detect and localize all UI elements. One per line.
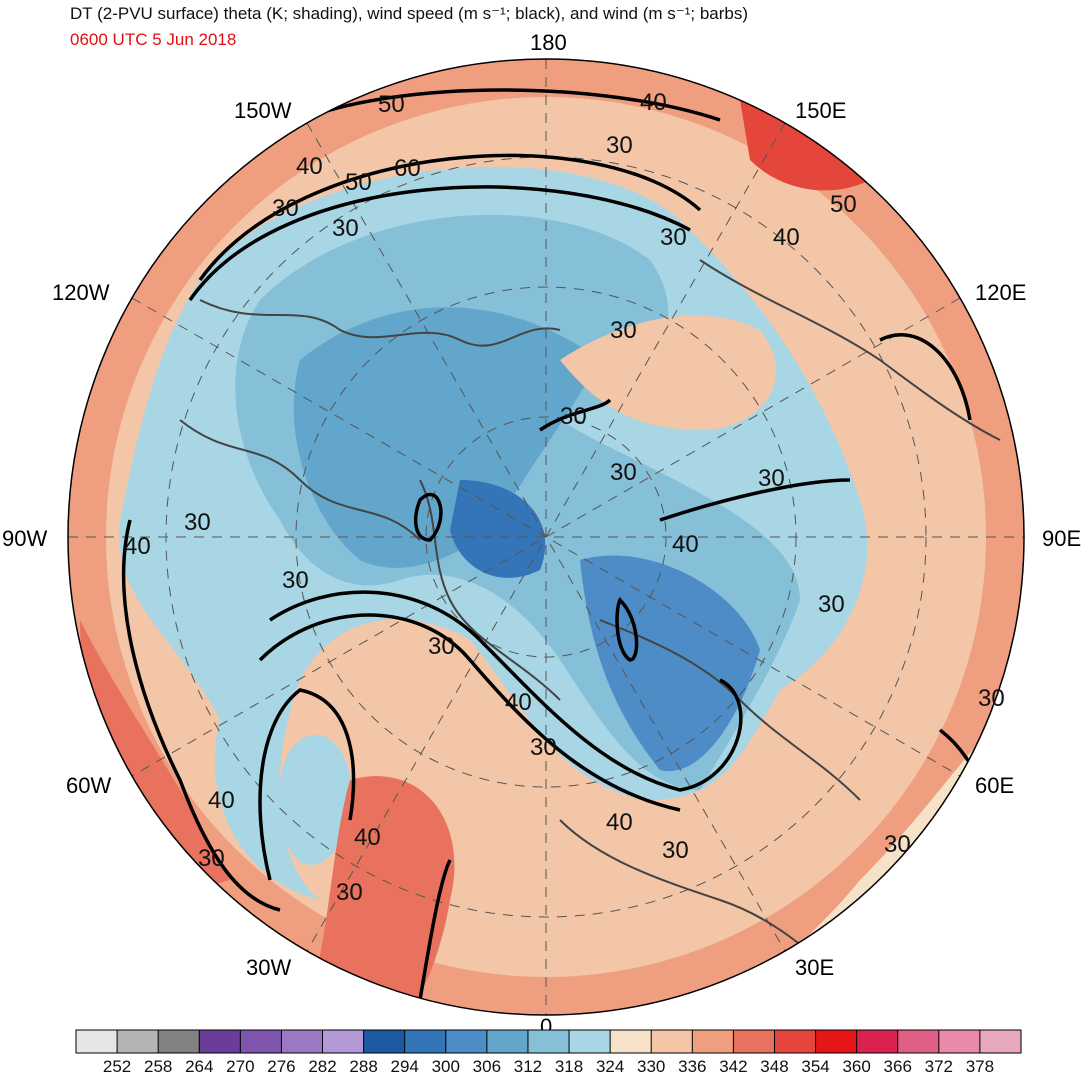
colorbar-swatch [404,1030,447,1053]
colorbar-tick-label: 294 [391,1057,419,1076]
colorbar-tick-label: 258 [144,1057,172,1076]
chart-title: DT (2-PVU surface) theta (K; shading), w… [70,4,749,23]
contour-label: 30 [332,215,359,242]
contour-label: 50 [830,191,857,218]
longitude-labels: 180 150E 120E 90E 60E 30E 0 30W 60W 90W … [2,30,1081,1039]
contour-label: 30 [610,459,637,486]
colorbar-swatch [774,1030,817,1053]
contour-label: 40 [296,153,323,180]
colorbar-tick-label: 342 [719,1057,747,1076]
colorbar-tick-label: 354 [801,1057,829,1076]
colorbar-swatch [938,1030,981,1053]
contour-label: 50 [378,91,405,118]
contour-label: 30 [660,224,687,251]
contour-label: 40 [640,89,667,116]
contour-label: 30 [272,195,299,222]
contour-label: 30 [606,132,633,159]
colorbar-swatch [158,1030,200,1053]
lon-label-90w: 90W [2,526,47,551]
contour-labels: 50 40 30 60 50 30 40 50 30 30 30 30 30 4… [124,89,1005,906]
colorbar-swatch [76,1030,118,1053]
colorbar-swatch [322,1030,365,1053]
lon-label-60w: 60W [66,773,111,798]
contour-label: 30 [610,317,637,344]
colorbar-swatch [651,1030,693,1053]
colorbar-tick-label: 360 [842,1057,870,1076]
lon-label-90e: 90E [1042,526,1081,551]
map-boundary [67,58,1025,1016]
contour-label: 40 [124,533,151,560]
colorbar-frame [75,1029,1022,1054]
colorbar-tick-label: 348 [760,1057,788,1076]
colorbar-tick-label: 276 [267,1057,295,1076]
colorbar-swatch [610,1030,652,1053]
contour-label: 30 [428,633,455,660]
contour-label: 30 [530,734,557,761]
lon-label-60e: 60E [975,773,1014,798]
contour-label: 30 [662,837,689,864]
colorbar-tick-label: 336 [678,1057,706,1076]
colorbar-swatch [199,1030,241,1053]
colorbar-swatch [856,1030,899,1053]
colorbar-tick-label: 378 [966,1057,994,1076]
contour-label: 40 [354,824,381,851]
contour-label: 30 [336,879,363,906]
colorbar-tick-label: 252 [103,1057,131,1076]
lon-label-120e: 120E [975,280,1026,305]
contour-label: 40 [505,689,532,716]
contour-label: 30 [198,845,225,872]
contour-label: 30 [758,465,785,492]
contour-label: 40 [672,531,699,558]
colorbar-swatch [527,1030,570,1053]
colorbar-swatch [281,1030,324,1053]
contour-label: 50 [345,169,372,196]
graticule [68,59,1024,1015]
colorbar-swatch [486,1030,529,1053]
colorbar-swatch [897,1030,940,1053]
colorbar-tick-label: 312 [514,1057,542,1076]
contour-label: 30 [884,831,911,858]
colorbar-swatch [979,1030,1022,1053]
colorbar-swatch [733,1030,775,1053]
lon-label-30e: 30E [795,955,834,980]
colorbar-tick-label: 372 [925,1057,953,1076]
colorbar-tick-label: 306 [473,1057,501,1076]
lon-label-180: 180 [530,30,567,55]
colorbar-tick-label: 330 [637,1057,665,1076]
contour-label: 30 [184,509,211,536]
contour-label: 40 [606,809,633,836]
colorbar-swatch [815,1030,858,1053]
theta-shading [68,59,1024,1015]
colorbar-tick-label: 366 [884,1057,912,1076]
lon-label-150e: 150E [795,98,846,123]
contour-label: 30 [978,685,1005,712]
colorbar-swatch [117,1030,159,1053]
lon-label-150w: 150W [234,98,292,123]
valid-time: 0600 UTC 5 Jun 2018 [70,30,237,49]
contour-label: 30 [818,591,845,618]
colorbar-tick-label: 324 [596,1057,624,1076]
colorbar: 252 258 264 270 276 282 288 294 300 306 312 318 324 3… [75,1029,1022,1076]
wind-speed-contours [121,88,995,1001]
contour-label: 40 [773,224,800,251]
colorbar-swatch [692,1030,734,1053]
colorbar-swatch [240,1030,282,1053]
lon-label-30w: 30W [246,955,291,980]
colorbar-tick-label: 288 [349,1057,377,1076]
colorbar-tick-label: 318 [555,1057,583,1076]
colorbar-swatch [569,1030,611,1053]
colorbar-tick-label: 282 [308,1057,336,1076]
colorbar-swatch [445,1030,488,1053]
contour-label: 30 [560,403,587,430]
contour-label: 60 [394,155,421,182]
colorbar-swatch [363,1030,406,1053]
contour-label: 30 [282,567,309,594]
lon-label-120w: 120W [52,280,110,305]
colorbar-tick-label: 264 [185,1057,213,1076]
contour-label: 40 [208,787,235,814]
colorbar-tick-label: 270 [226,1057,254,1076]
colorbar-tick-label: 300 [432,1057,460,1076]
